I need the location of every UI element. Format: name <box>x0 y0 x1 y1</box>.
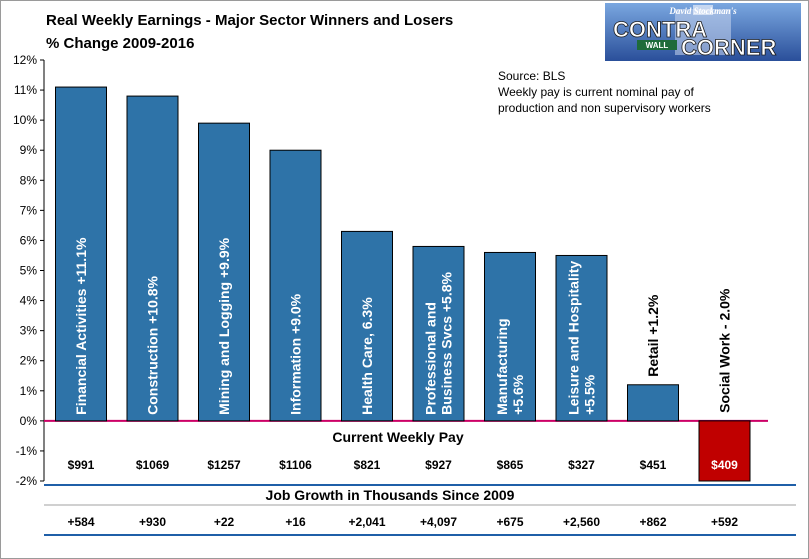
job-growth-value: +862 <box>639 515 666 529</box>
bar-label-line: Information +9.0% <box>288 293 304 415</box>
chart-title: Real Weekly Earnings - Major Sector Winn… <box>46 12 454 29</box>
bar <box>627 384 679 422</box>
bar-label-line: Construction +10.8% <box>145 275 161 414</box>
bar-label: Leisure and Hospitality +5.5% <box>566 261 598 415</box>
bar <box>698 420 751 482</box>
weekly-pay-value: $1106 <box>279 458 312 472</box>
bar-label-line: Professional and <box>423 302 439 415</box>
weekly-pay-note-line-2: production and non supervisory workers <box>498 101 711 115</box>
bar-label: Manufacturing +5.6% <box>494 318 526 414</box>
job-growth-value: +675 <box>496 515 523 529</box>
weekly-pay-value: $327 <box>568 458 595 472</box>
y-tick-label: 11% <box>14 83 37 97</box>
y-tick-label: -2% <box>16 474 38 488</box>
svg-text:WALL: WALL <box>646 41 669 50</box>
weekly-pay-header: Current Weekly Pay <box>332 429 463 445</box>
y-tick-label: 5% <box>20 264 38 278</box>
y-tick-label: 1% <box>20 384 38 398</box>
weekly-pay-value: $865 <box>497 458 524 472</box>
y-tick-label: 8% <box>20 173 38 187</box>
y-tick-label: 12% <box>13 53 37 67</box>
bar-label-line: Leisure and Hospitality <box>566 261 582 415</box>
job-growth-value: +2,560 <box>563 515 600 529</box>
bar-label-line: +5.6% <box>510 374 526 415</box>
svg-text:CORNER: CORNER <box>681 35 776 60</box>
chart-subtitle: % Change 2009-2016 <box>46 35 195 52</box>
bar-label: Health Care, 6.3% <box>359 297 375 415</box>
weekly-pay-value: $927 <box>425 458 452 472</box>
job-growth-value: +592 <box>711 515 738 529</box>
bar-label: Information +9.0% <box>288 293 304 415</box>
bar <box>55 86 107 422</box>
bar <box>341 230 393 422</box>
y-tick-label: 6% <box>20 233 38 247</box>
bar-label: Professional and Business Svcs +5.8% <box>423 271 455 414</box>
source-note: Source: BLS <box>498 69 565 83</box>
contra-corner-logo: David Stockman's CONTRA WALL CORNER <box>605 3 801 61</box>
bar-label-line: Mining and Logging +9.9% <box>216 237 232 414</box>
svg-text:David Stockman's: David Stockman's <box>668 6 737 16</box>
y-tick-label: 4% <box>20 294 38 308</box>
y-tick-label: -1% <box>16 444 38 458</box>
bar-label: Retail +1.2% <box>645 294 661 377</box>
weekly-pay-value: $1257 <box>207 458 241 472</box>
weekly-pay-value: $409 <box>711 458 738 472</box>
y-tick-label: 9% <box>20 143 38 157</box>
bar <box>555 254 608 422</box>
job-growth-value: +4,097 <box>420 515 457 529</box>
y-tick-label: 2% <box>20 354 38 368</box>
bar-label: Financial Activities +11.1% <box>73 237 89 415</box>
bar <box>198 122 250 422</box>
bar <box>126 95 179 422</box>
y-tick-label: 0% <box>20 414 38 428</box>
bar-label-line: +5.5% <box>582 374 598 415</box>
weekly-pay-value: $821 <box>354 458 381 472</box>
job-growth-value: +930 <box>139 515 166 529</box>
bar-label-line: Business Svcs +5.8% <box>439 271 455 414</box>
bar-label-line: Social Work - 2.0% <box>717 288 733 413</box>
bar <box>412 245 465 422</box>
job-growth-value: +16 <box>285 515 306 529</box>
bar-label: Mining and Logging +9.9% <box>216 237 232 414</box>
bar-label-line: Retail +1.2% <box>645 294 661 377</box>
bar-label: Construction +10.8% <box>145 275 161 414</box>
bar-label: Social Work - 2.0% <box>717 288 733 413</box>
y-tick-label: 10% <box>13 113 37 127</box>
job-growth-header: Job Growth in Thousands Since 2009 <box>266 487 515 503</box>
weekly-pay-note-line-1: Weekly pay is current nominal pay of <box>498 85 695 99</box>
bar-label-line: Manufacturing <box>494 318 510 414</box>
y-tick-label: 3% <box>20 324 38 338</box>
job-growth-value: +22 <box>214 515 235 529</box>
weekly-pay-value: $991 <box>68 458 95 472</box>
weekly-pay-value: $451 <box>640 458 667 472</box>
bar <box>269 149 322 422</box>
bar <box>484 251 536 422</box>
bar-label-line: Financial Activities +11.1% <box>73 237 89 415</box>
y-tick-label: 7% <box>20 203 38 217</box>
svg-text:CONTRA: CONTRA <box>613 17 707 42</box>
job-growth-value: +584 <box>67 515 94 529</box>
bar-label-line: Health Care, 6.3% <box>359 297 375 415</box>
weekly-pay-value: $1069 <box>136 458 170 472</box>
job-growth-value: +2,041 <box>348 515 385 529</box>
